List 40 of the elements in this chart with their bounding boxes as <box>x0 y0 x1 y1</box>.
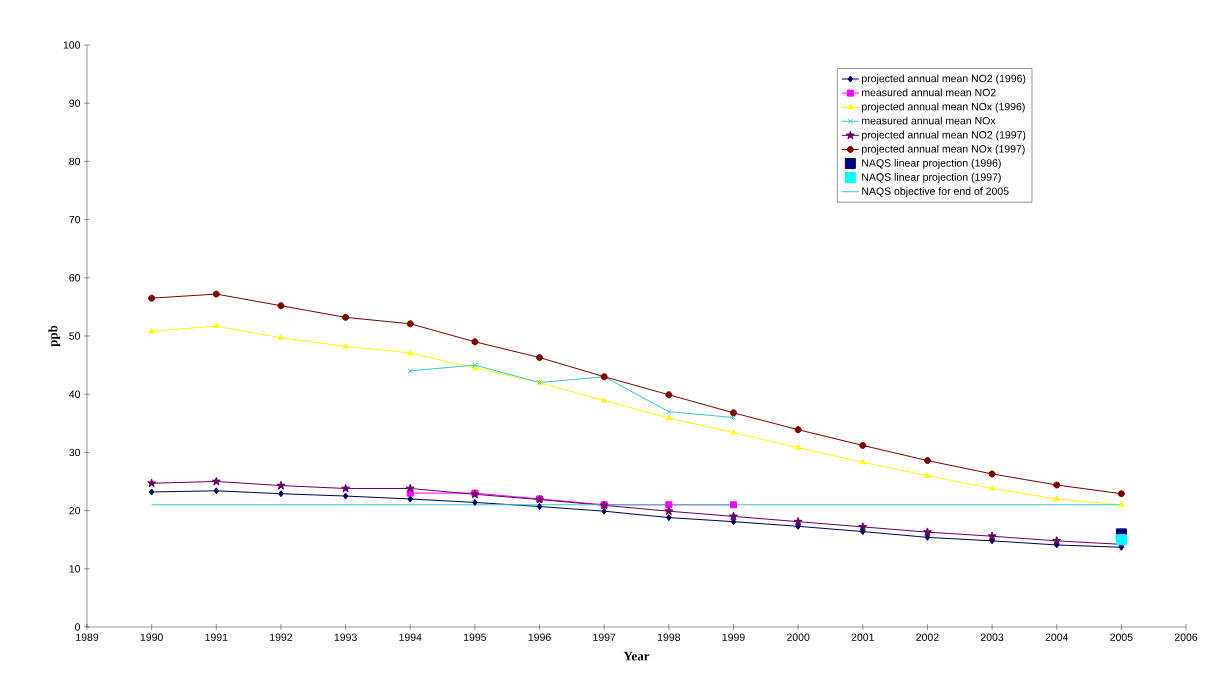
legend-label: NAQS linear projection (1996) <box>862 158 1001 169</box>
x-tick-label: 1993 <box>334 633 357 641</box>
x-tick-label: 1992 <box>270 633 293 641</box>
y-tick-label: 0 <box>75 623 81 631</box>
x-tick-label: 1994 <box>399 633 422 641</box>
x-tick-label: 1997 <box>593 633 616 641</box>
x-tick-label: 2003 <box>980 633 1004 641</box>
y-tick-label: 70 <box>69 215 81 224</box>
x-tick-label: 1990 <box>140 633 163 641</box>
x-tick-label: 2004 <box>1045 633 1069 641</box>
x-tick-label: 1995 <box>464 633 487 641</box>
legend-label: measured annual mean NO2 <box>862 88 996 97</box>
y-tick-label: 20 <box>69 506 81 515</box>
legend-label: projected annual mean NO2 (1996) <box>862 74 1026 85</box>
y-tick-label: 30 <box>69 448 81 457</box>
y-axis-title: ppb <box>48 325 61 347</box>
x-tick-label: 2005 <box>1110 633 1133 641</box>
x-tick-label: 1996 <box>528 633 551 641</box>
y-tick-label: 100 <box>63 41 81 49</box>
legend-label: NAQS linear projection (1997) <box>862 173 1001 183</box>
legend-label: NAQS objective for end of 2005 <box>862 187 1009 197</box>
y-tick-label: 60 <box>69 274 81 282</box>
x-tick-label: 2000 <box>786 633 810 641</box>
x-tick-label: 1991 <box>205 633 228 641</box>
x-tick-label: 1998 <box>657 633 681 641</box>
legend-label: projected annual mean NOx (1997) <box>862 144 1025 155</box>
x-tick-label: 2002 <box>916 633 939 641</box>
y-tick-label: 50 <box>69 332 81 340</box>
legend-label: measured annual mean NOx <box>862 116 996 125</box>
y-tick-label: 40 <box>69 390 81 398</box>
legend-label: projected annual mean NO2 (1997) <box>862 130 1026 141</box>
x-axis-title: Year <box>623 651 650 661</box>
x-tick-label: 2001 <box>851 633 874 641</box>
x-tick-label: 2006 <box>1174 633 1198 641</box>
y-tick-label: 90 <box>69 99 81 107</box>
y-tick-label: 80 <box>69 157 81 166</box>
x-tick-label: 1999 <box>722 633 745 641</box>
legend-label: projected annual mean NOx (1996) <box>862 102 1025 113</box>
x-tick-label: 1989 <box>76 633 99 641</box>
y-tick-label: 10 <box>69 565 81 573</box>
